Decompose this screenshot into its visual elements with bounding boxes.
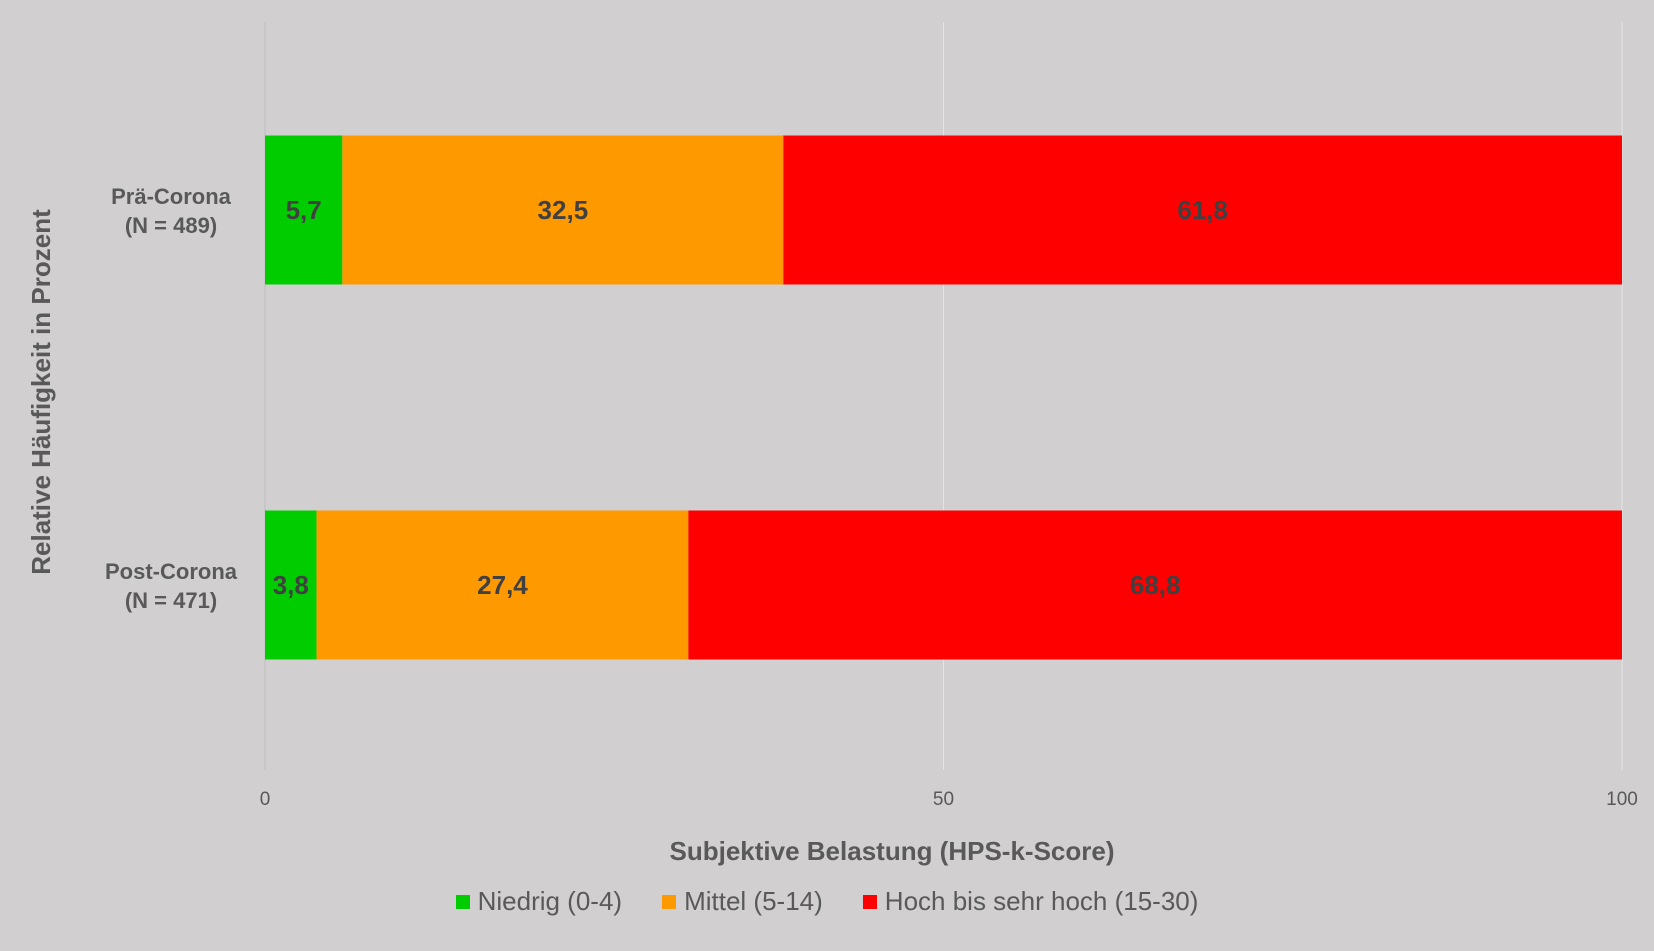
category-labels: Prä-Corona (N = 489) Post-Corona (N = 471) bbox=[105, 184, 238, 613]
bar-segment bbox=[783, 135, 1622, 285]
legend-label: Niedrig (0-4) bbox=[477, 886, 623, 916]
data-label: 61,8 bbox=[1177, 195, 1228, 225]
x-tick-label: 50 bbox=[933, 789, 954, 810]
category-label: Post-Corona (N = 471) bbox=[105, 559, 238, 613]
legend-item: Niedrig (0-4) bbox=[455, 886, 623, 917]
data-label: 3,8 bbox=[273, 570, 309, 600]
legend-item: Hoch bis sehr hoch (15-30) bbox=[862, 886, 1199, 917]
x-axis-title: Subjektive Belastung (HPS-k-Score) bbox=[670, 836, 1115, 866]
x-tick-labels: 0 50 100 bbox=[260, 789, 1638, 810]
bar-segment bbox=[342, 135, 784, 285]
x-tick-label: 0 bbox=[260, 789, 271, 810]
x-tick-label: 100 bbox=[1606, 789, 1638, 810]
legend: Niedrig (0-4) Mittel (5-14) Hoch bis sehr … bbox=[0, 886, 1654, 917]
legend-swatch bbox=[862, 894, 877, 909]
data-label: 68,8 bbox=[1130, 570, 1181, 600]
bar-segment bbox=[688, 510, 1622, 660]
legend-item: Mittel (5-14) bbox=[662, 886, 823, 917]
legend-swatch bbox=[455, 894, 470, 909]
bars bbox=[265, 135, 1622, 660]
y-axis-title: Relative Häufigkeit in Prozent bbox=[26, 209, 56, 575]
legend-label: Hoch bis sehr hoch (15-30) bbox=[884, 886, 1199, 916]
bar-segment bbox=[316, 510, 689, 660]
data-label: 5,7 bbox=[286, 195, 322, 225]
legend-swatch bbox=[662, 894, 677, 909]
category-label: Prä-Corona (N = 489) bbox=[111, 184, 232, 238]
bar-segment bbox=[265, 510, 317, 660]
chart-plot: 5,7 32,5 61,8 3,8 27,4 68,8 Prä-Corona (N = 48… bbox=[26, 22, 1638, 866]
data-label: 32,5 bbox=[538, 195, 589, 225]
data-labels: 5,7 32,5 61,8 3,8 27,4 68,8 bbox=[273, 195, 1228, 600]
data-label: 27,4 bbox=[477, 570, 528, 600]
bar-segment bbox=[265, 135, 343, 285]
legend-label: Mittel (5-14) bbox=[684, 886, 823, 916]
